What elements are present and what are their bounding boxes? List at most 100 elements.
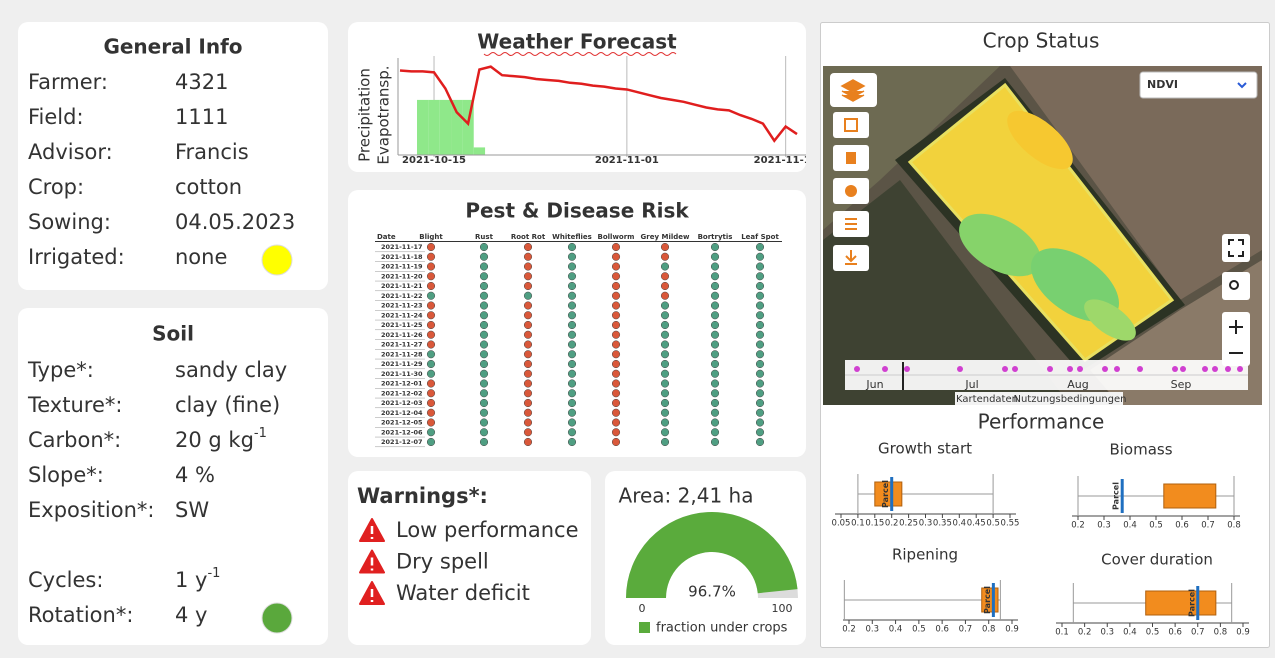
risk-dot — [710, 262, 720, 271]
risk-dot — [755, 281, 765, 291]
risk-dot — [710, 291, 720, 300]
warning-text: Dry spell — [396, 550, 489, 574]
x-tick-label: 0.6 — [1175, 521, 1189, 531]
x-tick-label: 2021-11-15 — [754, 155, 818, 166]
warning-text: Low performance — [396, 518, 579, 542]
risk-dot — [710, 350, 720, 359]
x-tick-label: 0.55 — [1001, 519, 1020, 529]
x-tick-label: 0.25 — [899, 519, 918, 529]
risk-dot — [426, 242, 436, 252]
risk-dot — [611, 330, 621, 339]
risk-dot — [660, 252, 670, 261]
risk-dot — [426, 408, 436, 417]
risk-dot — [710, 340, 720, 349]
risk-dot — [710, 301, 720, 310]
risk-dot — [567, 281, 577, 291]
box — [1145, 590, 1217, 616]
risk-dot — [755, 320, 765, 330]
risk-dot — [755, 379, 765, 388]
x-tick-label: 0.3 — [919, 519, 933, 529]
row-date: 2021-11-27 — [381, 341, 423, 349]
x-tick-label: 0.35 — [933, 519, 952, 529]
risk-dot — [567, 359, 577, 369]
fullscreen-button[interactable] — [1222, 234, 1250, 262]
risk-dot — [660, 437, 670, 447]
x-tick-label: 2021-10-15 — [402, 155, 466, 166]
x-tick-label: 0.8 — [1214, 628, 1228, 638]
risk-dot — [479, 330, 489, 339]
box — [874, 481, 903, 507]
risk-dot — [523, 320, 533, 330]
risk-dot — [567, 340, 577, 349]
risk-dot — [426, 291, 436, 300]
map-footer — [955, 392, 1123, 405]
map-field — [1010, 66, 1262, 300]
warning-text: Water deficit — [396, 581, 530, 605]
risk-dot — [710, 252, 720, 261]
x-tick-label: 0.7 — [1191, 628, 1205, 638]
risk-dot — [523, 262, 533, 271]
risk-dot — [611, 369, 621, 378]
risk-dot — [567, 330, 577, 339]
row-date: 2021-11-26 — [381, 331, 423, 339]
risk-dot — [755, 408, 765, 417]
risk-dot — [710, 242, 720, 252]
x-tick-label: 0.5 — [1146, 628, 1160, 638]
risk-dot — [426, 428, 436, 437]
row-date: 2021-12-04 — [381, 409, 423, 417]
edit-button[interactable] — [833, 112, 869, 138]
risk-dot — [755, 242, 765, 252]
risk-dot — [567, 272, 577, 281]
card — [348, 190, 806, 457]
value-text: SW — [175, 498, 209, 522]
risk-dot — [523, 418, 533, 427]
risk-dot — [567, 242, 577, 252]
x-tick-label: 0.7 — [1201, 521, 1215, 531]
field-label: Carbon*: — [28, 428, 121, 452]
field-value: SW — [175, 498, 209, 522]
field-label: Cycles: — [28, 568, 103, 592]
x-tick-label: 0.1 — [1055, 628, 1069, 638]
table-header: Blight — [419, 233, 443, 241]
download-icon — [845, 250, 857, 265]
risk-dot — [567, 311, 577, 320]
risk-dot — [567, 437, 577, 447]
risk-dot — [660, 330, 670, 339]
card-title: General Info — [103, 35, 242, 59]
table-header: Whiteflies — [552, 233, 592, 241]
risk-dot — [479, 369, 489, 378]
row-date: 2021-12-03 — [381, 399, 423, 407]
risk-dot — [755, 428, 765, 437]
table-header: Bortrytis — [698, 233, 733, 241]
risk-dot — [611, 398, 621, 408]
row-date: 2021-12-02 — [381, 389, 423, 397]
month-label: Aug — [1067, 378, 1088, 391]
month-label: Jul — [964, 378, 978, 391]
layer-dropdown[interactable] — [1139, 71, 1258, 99]
x-tick-label: 0.1 — [851, 519, 865, 529]
risk-dot — [710, 359, 720, 369]
row-date: 2021-11-22 — [381, 292, 423, 300]
field-value: Francis — [175, 140, 249, 164]
risk-dot — [660, 340, 670, 349]
map[interactable] — [823, 66, 1262, 405]
plot-title: Ripening — [892, 546, 958, 564]
field-value: 20 g kg-1 — [175, 426, 267, 453]
risk-dot — [611, 340, 621, 349]
field-value: 4 y — [175, 603, 207, 627]
risk-dot — [523, 272, 533, 281]
risk-dot — [611, 408, 621, 417]
value-text: cotton — [175, 175, 242, 199]
field-value: 1 y-1 — [175, 566, 220, 593]
card-title: Crop Status — [983, 29, 1100, 53]
x-tick-label: 0.15 — [865, 519, 884, 529]
ndvi-patch — [1084, 299, 1136, 341]
risk-dot — [611, 281, 621, 291]
risk-dot — [426, 369, 436, 378]
risk-dot — [611, 252, 621, 261]
risk-dot — [660, 311, 670, 320]
risk-dot — [611, 379, 621, 388]
row-date: 2021-12-05 — [381, 419, 423, 427]
search-button[interactable] — [1222, 272, 1250, 300]
zoom-in[interactable] — [1229, 320, 1243, 334]
